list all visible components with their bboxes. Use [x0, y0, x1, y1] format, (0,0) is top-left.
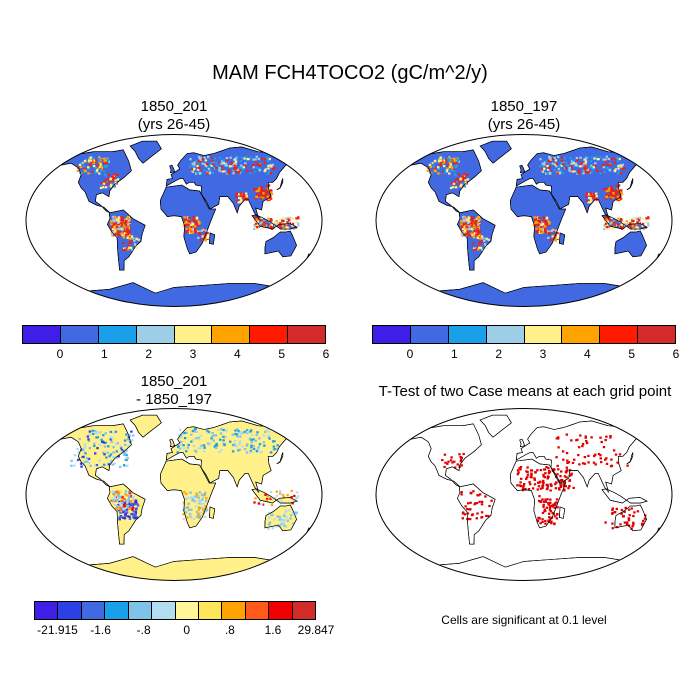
land-antarctica	[405, 282, 641, 307]
colorbar-swatch	[245, 602, 270, 619]
map-ttest	[375, 408, 673, 581]
land-antarctica	[405, 556, 641, 581]
colorbar-case1-labels: 0 1 2 3 4 5 6	[22, 347, 330, 363]
colorbar-swatch	[288, 326, 325, 343]
map-border	[375, 134, 673, 307]
colorbar-swatch	[486, 326, 525, 343]
colorbar-tick-label: .8	[224, 623, 235, 637]
panel-title-case2-line1: 1850_197	[490, 98, 558, 115]
colorbar-swatch	[58, 602, 82, 619]
colorbar-tick-label: 3	[189, 347, 197, 361]
colorbar-swatch	[23, 326, 61, 343]
land-antarctica	[55, 282, 291, 307]
colorbar-swatch	[600, 326, 639, 343]
colorbar-swatch	[198, 602, 223, 619]
colorbar-swatch	[152, 602, 176, 619]
map-border	[375, 408, 673, 581]
panel-title-ttest-line1: T-Test of two Case means at each grid po…	[378, 383, 672, 400]
colorbar-tick-label: 5	[278, 347, 285, 361]
land-northAmerica	[406, 149, 482, 214]
colorbar-swatch	[128, 602, 153, 619]
colorbar-tick-label: -1.6	[90, 623, 111, 637]
land-antarctica	[55, 556, 291, 581]
colorbar-swatch	[562, 326, 601, 343]
figure-title: MAM FCH4TOCO2 (gC/m^2/y)	[212, 62, 488, 84]
colorbar-swatch	[60, 326, 99, 343]
panel-title-ttest: T-Test of two Case means at each grid po…	[355, 383, 695, 401]
colorbar-tick-label: 0	[406, 347, 414, 361]
colorbar-swatch	[174, 326, 213, 343]
colorbar-tick-label: 5	[628, 347, 635, 361]
colorbar-tick-label: 1	[100, 347, 108, 361]
colorbar-swatch	[35, 602, 59, 619]
panel-title-case1-line2: (yrs 26-45)	[137, 116, 211, 133]
colorbar-swatch	[81, 602, 106, 619]
colorbar-case2-labels: 0 1 2 3 4 5 6	[372, 347, 680, 363]
colorbar-swatch	[212, 326, 251, 343]
colorbar-tick-label: -21.915	[37, 623, 78, 637]
map-case2	[375, 134, 673, 307]
map-diff	[25, 408, 323, 581]
colorbar-swatch	[175, 602, 199, 619]
colorbar-swatch	[136, 326, 175, 343]
panel-title-case1-line1: 1850_201	[140, 98, 208, 115]
colorbar-tick-label: 3	[539, 347, 547, 361]
colorbar-swatch	[105, 602, 129, 619]
panel-title-case1: 1850_201 (yrs 26-45)	[24, 98, 324, 134]
map-border	[25, 408, 323, 581]
panel-title-case2: 1850_197 (yrs 26-45)	[374, 98, 674, 134]
panel-title-diff: 1850_201 - 1850_197	[24, 373, 324, 409]
colorbar-swatch	[222, 602, 246, 619]
colorbar-tick-label: 1	[450, 347, 458, 361]
colorbar-tick-label: 4	[583, 347, 591, 361]
colorbar-swatch	[524, 326, 563, 343]
colorbar-tick-label: 0	[56, 347, 64, 361]
colorbar-swatch	[269, 602, 293, 619]
colorbar-case2	[372, 325, 676, 344]
colorbar-diff	[34, 601, 316, 620]
map-border	[25, 134, 323, 307]
land-indonesia	[601, 488, 648, 504]
colorbar-swatch	[98, 326, 137, 343]
colorbar-case1	[22, 325, 326, 344]
significance-note: Cells are significant at 0.1 level	[441, 613, 607, 627]
colorbar-diff-labels: -21.915 -1.6 -.8 0 .8 1.6 29.847	[34, 623, 334, 639]
panel-title-diff-line2: - 1850_197	[136, 391, 212, 408]
colorbar-swatch	[292, 602, 316, 619]
colorbar-swatch	[250, 326, 289, 343]
colorbar-tick-label: 2	[145, 347, 152, 361]
colorbar-tick-label: 6	[322, 347, 330, 361]
colorbar-swatch	[448, 326, 487, 343]
colorbar-swatch	[373, 326, 411, 343]
panel-title-case2-line2: (yrs 26-45)	[487, 116, 561, 133]
colorbar-swatch	[410, 326, 449, 343]
colorbar-tick-label: 4	[233, 347, 241, 361]
colorbar-tick-label: 29.847	[297, 623, 335, 637]
map-case1	[25, 134, 323, 307]
panel-title-diff-line1: 1850_201	[140, 373, 208, 390]
land-northAmerica	[56, 149, 132, 214]
colorbar-tick-label: 6	[672, 347, 680, 361]
colorbar-tick-label: 2	[495, 347, 502, 361]
colorbar-tick-label: 0	[183, 623, 191, 637]
colorbar-tick-label: -.8	[136, 623, 151, 637]
colorbar-swatch	[638, 326, 675, 343]
colorbar-tick-label: 1.6	[264, 623, 282, 637]
